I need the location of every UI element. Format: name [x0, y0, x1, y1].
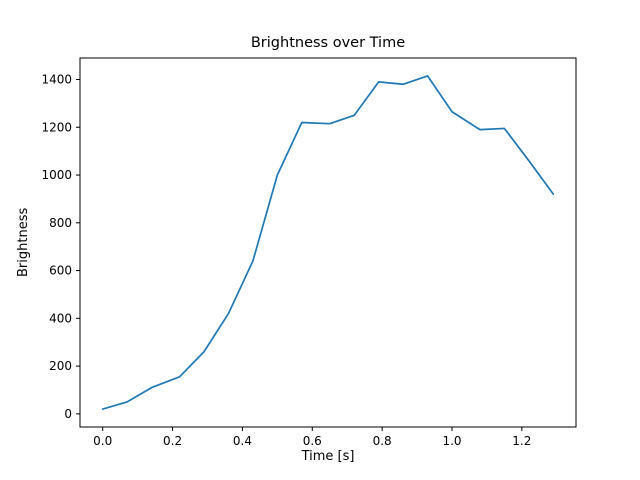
x-tick-label: 0.8 [373, 434, 392, 448]
x-tick-label: 0.4 [233, 434, 252, 448]
x-axis-label: Time [s] [301, 449, 355, 464]
x-tick-label: 0.2 [163, 434, 182, 448]
y-tick-label: 0 [64, 407, 72, 421]
y-tick-label: 200 [49, 359, 72, 373]
chart-title: Brightness over Time [250, 35, 406, 51]
axes-frame [79, 57, 577, 428]
x-tick-label: 0.0 [93, 434, 112, 448]
data-line [101, 75, 555, 410]
y-tick-label: 1200 [41, 120, 72, 134]
y-tick-label: 800 [49, 216, 72, 230]
x-tick-label: 0.6 [303, 434, 322, 448]
x-tick-label: 1.2 [512, 434, 531, 448]
y-tick-label: 600 [49, 264, 72, 278]
y-tick-label: 1400 [41, 72, 72, 86]
y-tick-label: 400 [49, 311, 72, 325]
y-tick-label: 1000 [41, 168, 72, 182]
x-tick-label: 1.0 [442, 434, 461, 448]
